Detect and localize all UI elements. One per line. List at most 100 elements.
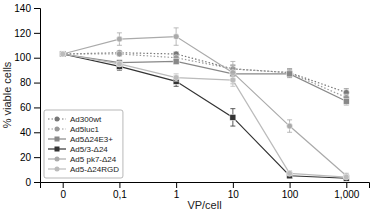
legend-box <box>44 110 123 178</box>
marker <box>173 75 179 81</box>
marker <box>287 123 293 129</box>
series-line <box>63 37 347 176</box>
x-axis-title: VP/cell <box>187 199 221 211</box>
y-tick-label: 20 <box>20 152 32 163</box>
marker <box>60 51 66 57</box>
marker <box>343 98 349 104</box>
y-tick-mark <box>34 58 40 59</box>
error-bar <box>287 120 292 132</box>
x-tick-mark <box>119 182 120 188</box>
marker <box>116 36 122 42</box>
y-tick-mark <box>34 182 40 183</box>
legend-swatch-marker <box>55 147 60 152</box>
y-tick-label: 80 <box>20 77 32 88</box>
legend-swatch-marker <box>55 137 60 142</box>
legend-item: Ad5luc1 <box>48 125 99 134</box>
x-tick: 0,1 <box>113 182 127 200</box>
legend-swatch-marker <box>55 127 60 132</box>
legend-label: Ad5Δ24E3+ <box>70 135 113 144</box>
y-tick-mark <box>34 83 40 84</box>
legend-label: Ad5luc1 <box>70 125 99 134</box>
legend-label: Ad300wt <box>70 115 102 124</box>
y-tick-mark <box>34 33 40 34</box>
y-tick: 0 <box>25 177 40 188</box>
legend-label: Ad5 pk7-Δ24 <box>70 155 117 164</box>
marker <box>60 51 66 57</box>
x-tick-label: 0,1 <box>113 189 127 200</box>
legend-item: Ad300wt <box>48 115 102 124</box>
y-tick-label: 140 <box>14 3 31 14</box>
y-axis: 0 20 40 60 80 100 120 140 <box>14 3 40 188</box>
y-tick-mark <box>34 132 40 133</box>
x-tick: 100 <box>282 182 299 200</box>
x-tick-mark <box>290 182 291 188</box>
y-tick: 40 <box>20 127 40 138</box>
marker <box>173 34 179 40</box>
marker <box>173 58 179 64</box>
series <box>60 28 350 179</box>
error-bar <box>117 61 122 66</box>
error-bar <box>344 97 349 104</box>
x-tick-mark <box>176 182 177 188</box>
legend-swatch-marker <box>55 157 60 162</box>
error-bar <box>174 59 179 64</box>
marker <box>287 170 293 176</box>
marker <box>60 51 66 57</box>
y-axis-title: % viable cells <box>1 61 13 128</box>
error-bar <box>174 74 179 81</box>
x-tick-mark <box>233 182 234 188</box>
marker <box>116 51 122 57</box>
legend-swatch-marker <box>55 167 60 172</box>
x-tick: 1 <box>174 182 180 200</box>
marker <box>287 71 293 77</box>
x-tick-label: 100 <box>282 189 299 200</box>
error-bar <box>230 74 235 86</box>
y-tick-label: 40 <box>20 127 32 138</box>
y-tick: 140 <box>14 3 40 14</box>
x-axis: 0 0,1 1 10 100 1,000 <box>41 182 370 200</box>
y-tick: 20 <box>20 152 40 163</box>
x-tick: 10 <box>228 182 240 200</box>
error-bar <box>287 70 292 77</box>
y-tick: 60 <box>20 102 40 113</box>
x-tick: 1,000 <box>334 182 359 200</box>
y-tick: 120 <box>14 28 40 39</box>
marker <box>230 114 236 120</box>
plot: 0 0,1 1 10 100 1,000 0 20 40 60 80 100 120 140 Ad300wt… <box>14 3 369 200</box>
marker <box>230 77 236 83</box>
y-tick-label: 120 <box>14 28 31 39</box>
legend-label: Ad5/3-Δ24 <box>70 145 108 154</box>
x-tick: 0 <box>60 182 66 200</box>
marker <box>116 61 122 67</box>
marker <box>60 51 66 57</box>
y-tick-mark <box>34 8 40 9</box>
marker <box>60 51 66 57</box>
y-axis-line <box>34 9 41 183</box>
y-tick: 80 <box>20 77 40 88</box>
legend-item: Ad5 pk7-Δ24 <box>48 155 117 164</box>
legend-item: Ad5-Δ24RGD <box>48 165 119 174</box>
y-tick-mark <box>34 107 40 108</box>
chart: 0 0,1 1 10 100 1,000 0 20 40 60 80 100 120 140 Ad300wt… <box>0 0 379 212</box>
y-tick-label: 0 <box>25 177 31 188</box>
legend-item: Ad5/3-Δ24 <box>48 145 108 154</box>
error-bar <box>287 171 292 176</box>
legend: Ad300wtAd5luc1Ad5Δ24E3+Ad5/3-Δ24Ad5 pk7-… <box>44 110 123 178</box>
y-tick: 100 <box>14 52 40 63</box>
x-tick-label: 1 <box>174 189 180 200</box>
error-bar <box>117 33 122 45</box>
x-tick-label: 0 <box>60 189 66 200</box>
error-bar <box>230 61 235 83</box>
x-tick-label: 1,000 <box>334 189 359 200</box>
series-line <box>63 53 347 93</box>
series <box>60 50 350 97</box>
series <box>60 51 350 101</box>
error-bar <box>230 109 235 126</box>
x-axis-line <box>41 183 370 189</box>
x-tick-mark <box>346 182 347 188</box>
x-tick-mark <box>63 182 64 188</box>
legend-swatch-marker <box>55 117 60 122</box>
series <box>60 51 350 105</box>
legend-label: Ad5-Δ24RGD <box>70 165 119 174</box>
data-layer <box>60 28 350 181</box>
